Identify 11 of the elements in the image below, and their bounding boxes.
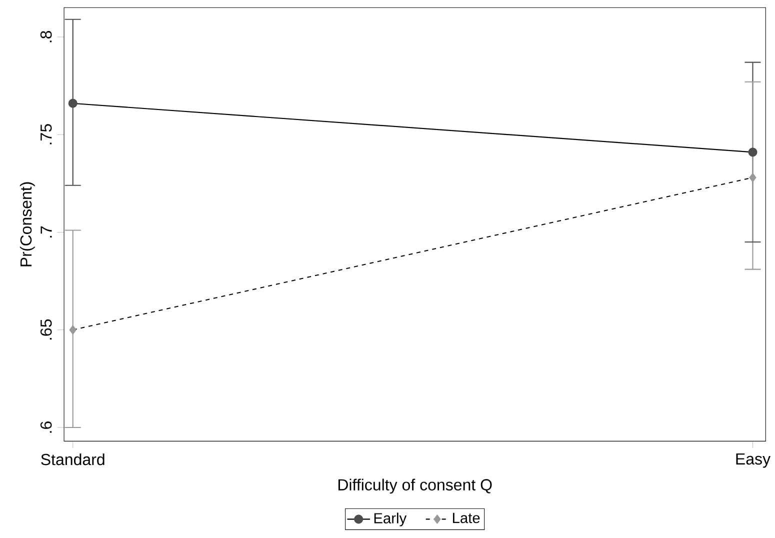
- x-tick-label: Standard: [41, 453, 104, 466]
- y-tick-label: .7: [40, 226, 52, 238]
- y-tick-label: .8: [40, 30, 52, 42]
- y-tick-label: .75: [40, 124, 52, 144]
- y-tick-label: .65: [40, 319, 52, 340]
- x-tick-label: Easy: [736, 453, 771, 468]
- legend-label: Early: [374, 512, 407, 526]
- y-axis-title: Pr(Consent): [20, 182, 35, 266]
- x-axis-title: Difficulty of consent Q: [338, 478, 492, 494]
- y-tick-label: .6: [40, 421, 52, 433]
- legend-label: Late: [453, 512, 480, 524]
